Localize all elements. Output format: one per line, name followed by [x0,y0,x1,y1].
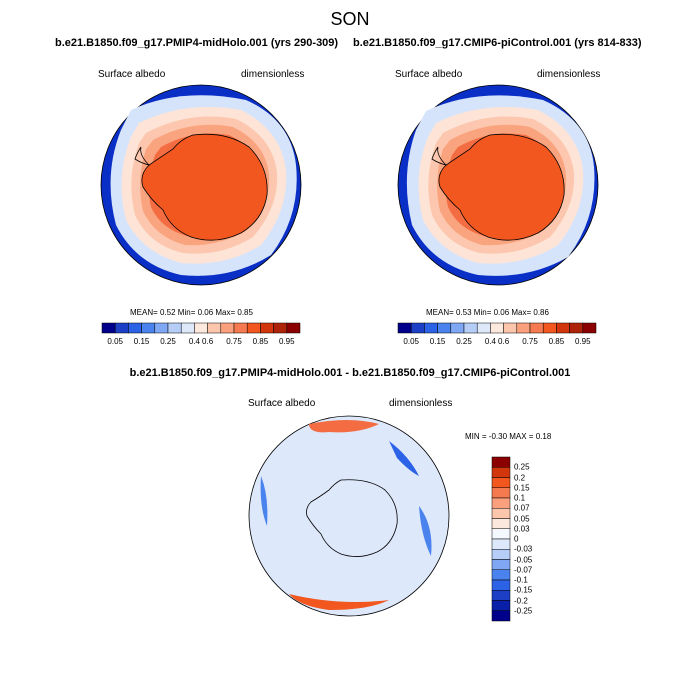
left-units-label: dimensionless [241,69,305,80]
colorbar-tick-label: 0.95 [279,337,295,346]
left-stats: MEAN= 0.52 Min= 0.06 Max= 0.85 [130,308,253,317]
colorbar-swatch [491,456,511,468]
colorbar-tick-label: 0.25 [456,337,472,346]
diff-stats: MIN = -0.30 MAX = 0.18 [465,432,552,441]
colorbar-tick-label: -0.1 [514,575,528,585]
colorbar-tick-label: -0.15 [514,585,533,595]
diff-units-label: dimensionless [389,398,453,409]
colorbar-tick-label: 0.05 [403,337,419,346]
right-stats: MEAN= 0.53 Min= 0.06 Max= 0.86 [426,308,549,317]
colorbar-swatch [491,549,511,560]
colorbar-tick-label: 0.25 [160,337,176,346]
colorbar-swatch [491,467,511,478]
colorbar-swatch [491,528,511,540]
colorbar-swatch [582,322,597,334]
colorbar-tick-label: 0.15 [514,483,530,493]
figure-title: SON [330,9,370,29]
colorbar-tick-label: 0.25 [514,462,530,472]
colorbar-tick-label: 0.75 [522,337,538,346]
colorbar-swatch [491,600,511,611]
colorbar-tick-label: 0.95 [575,337,591,346]
colorbar-tick-label: -0.03 [514,544,533,554]
colorbar-tick-label: 0.6 [498,337,510,346]
colorbar-swatch [491,610,511,622]
colorbar-tick-label: 0.85 [548,337,565,346]
colorbar-swatch [491,477,511,488]
colorbar-tick-label: 0.85 [252,337,269,346]
colorbar-swatch [491,487,511,499]
colorbar-tick-label: -0.25 [514,606,533,616]
colorbar-tick-label: -0.05 [514,555,533,564]
right-var-label: Surface albedo [395,69,463,80]
colorbar-swatch [491,538,511,550]
colorbar-swatch [286,322,301,334]
colorbar-tick-label: 0.15 [429,337,446,346]
colorbar-tick-label: 0.1 [514,493,526,503]
colorbar-tick-label: 0.07 [514,503,530,513]
colorbar-tick-label: 0 [514,534,519,544]
colorbar-swatch [491,579,511,591]
difference-title: b.e21.B1850.f09_g17.PMIP4-midHolo.001 - … [129,367,571,379]
colorbar-tick-label: 0.05 [107,337,123,346]
left-var-label: Surface albedo [98,69,166,80]
right-units-label: dimensionless [537,69,601,80]
colorbar-swatch [491,497,511,509]
left-panel-subtitle: b.e21.B1850.f09_g17.PMIP4-midHolo.001 (y… [55,37,339,49]
colorbar-tick-label: 0.15 [133,337,150,346]
colorbar-swatch [491,569,511,581]
colorbar-swatch [491,508,511,519]
right-panel-subtitle: b.e21.B1850.f09_g17.CMIP6-piControl.001 … [353,37,642,49]
diff-var-label: Surface albedo [248,398,316,409]
colorbar-tick-label: 0.03 [514,524,530,534]
colorbar-tick-label: 0.4 [484,337,496,346]
colorbar-tick-label: -0.2 [514,596,528,605]
colorbar-tick-label: 0.2 [514,473,526,482]
colorbar-swatch [491,518,511,529]
colorbar-tick-label: 0.6 [202,337,214,346]
colorbar-tick-label: 0.05 [514,514,530,523]
colorbar-swatch [491,559,511,570]
colorbar-swatch [491,590,511,601]
colorbar-tick-label: -0.07 [514,565,533,575]
colorbar-tick-label: 0.4 [188,337,200,346]
colorbar-tick-label: 0.75 [226,337,242,346]
